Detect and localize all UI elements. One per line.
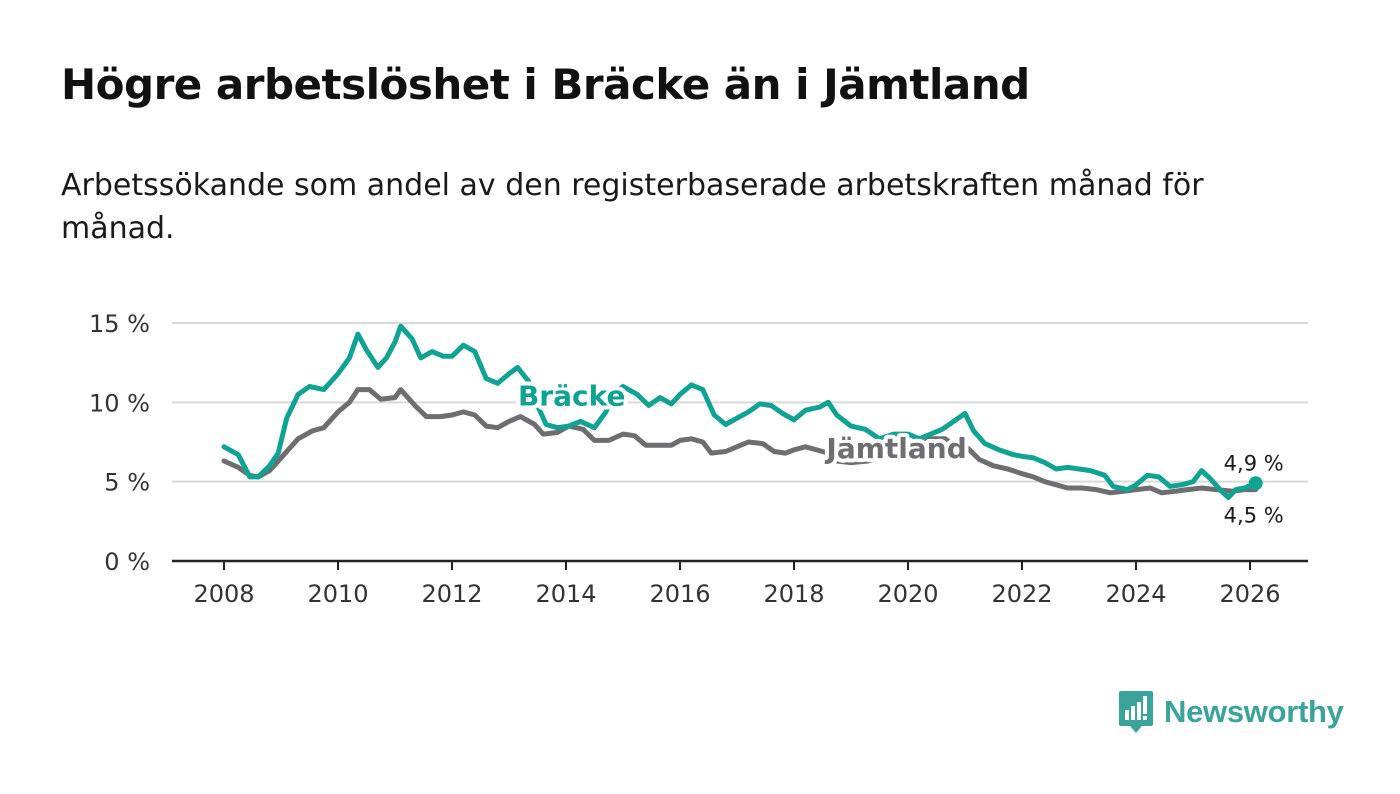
series-line-jämtland (221, 387, 1259, 496)
end-value-label-bräcke: 4,9 % (1224, 451, 1284, 475)
chart-subtitle: Arbetssökande som andel av den registerb… (61, 168, 1204, 246)
y-tick-label: 15 % (89, 310, 150, 338)
x-tick-label: 2008 (193, 580, 254, 608)
x-tick-label: 2014 (535, 580, 596, 608)
x-tick-label: 2018 (763, 580, 824, 608)
x-tick-label: 2016 (649, 580, 710, 608)
x-tick-label: 2022 (991, 580, 1052, 608)
y-tick-label: 5 % (104, 469, 150, 497)
y-tick-label: 0 % (104, 548, 150, 576)
x-tick-label: 2024 (1105, 580, 1166, 608)
newsworthy-logo[interactable]: Newsworthy (1118, 690, 1344, 734)
series-label-bräcke: Bräcke (518, 380, 626, 413)
series-lines (221, 323, 1263, 500)
x-axis: 2008 2010 2012 2014 2016 2018 2020 2022 2024 2026 (172, 559, 1308, 608)
x-tick-label: 2012 (421, 580, 482, 608)
end-point-marker (1248, 476, 1263, 491)
x-tick-label: 2010 (307, 580, 368, 608)
x-tick-label: 2026 (1219, 580, 1280, 608)
chart-title: Högre arbetslöshet i Bräcke än i Jämtlan… (61, 60, 1030, 109)
x-tick-label: 2020 (877, 580, 938, 608)
y-tick-label: 10 % (89, 389, 150, 417)
series-label-jämtland: Jämtland (824, 432, 966, 465)
end-value-label-jämtland: 4,5 % (1224, 504, 1284, 528)
newsworthy-logo-icon (1119, 691, 1153, 733)
series-labels: Bräcke Jämtland 4,9 % 4,5 % (514, 376, 1286, 531)
newsworthy-logo-text: Newsworthy (1164, 694, 1344, 729)
gridlines (172, 322, 1308, 483)
y-axis-tick-labels: 0 % 5 % 10 % 15 % (89, 310, 150, 576)
series-line-bräcke (221, 323, 1259, 500)
